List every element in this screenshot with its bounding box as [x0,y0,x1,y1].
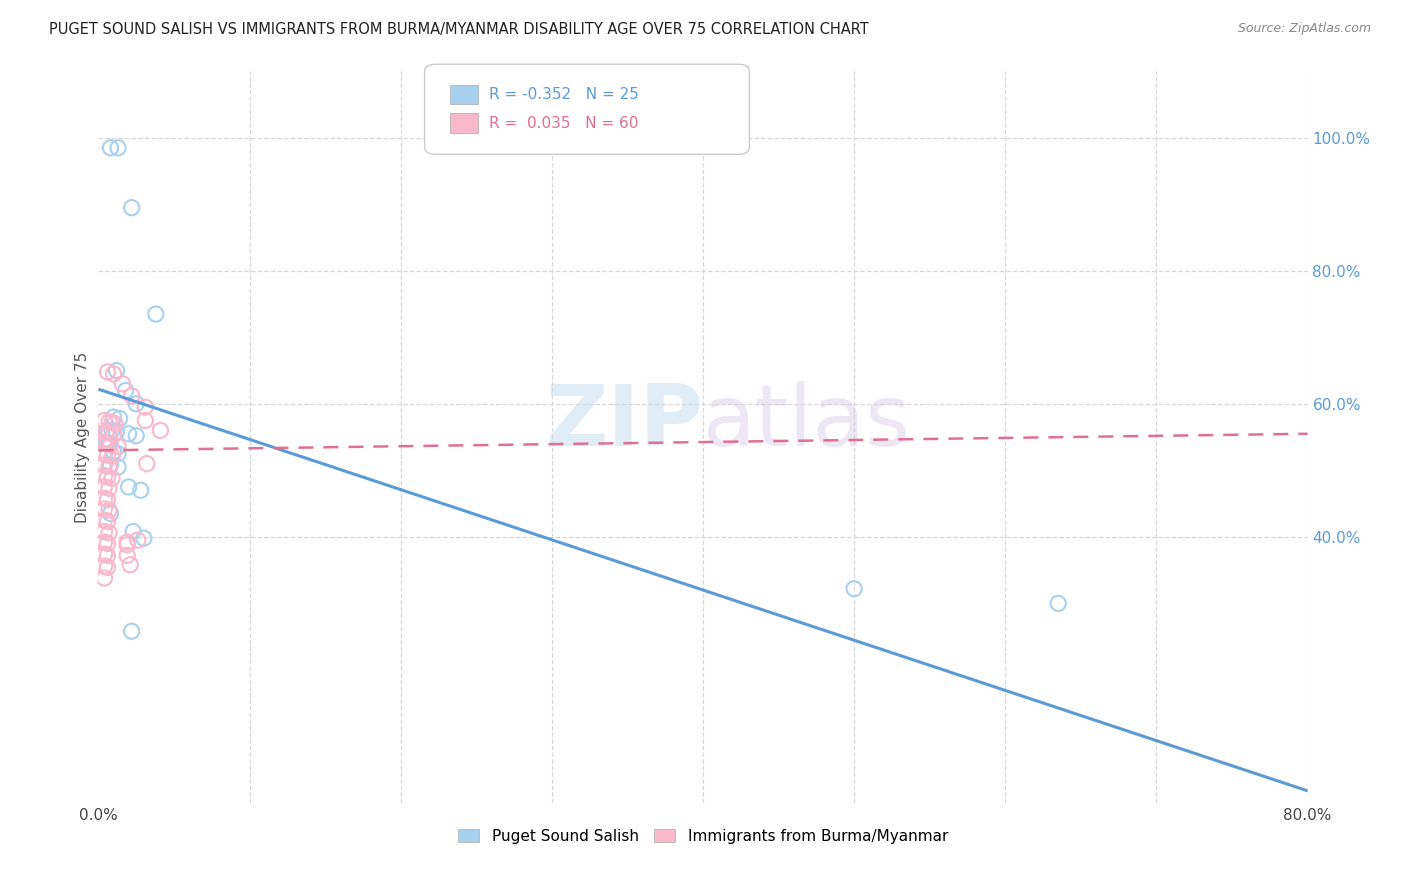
Point [118,480,141,494]
Point [96,515,118,529]
Point [93,435,115,450]
Point [98,436,121,450]
Point [121,624,143,639]
Point [93,524,115,539]
Point [101,471,124,485]
Text: R = -0.352   N = 25: R = -0.352 N = 25 [489,87,640,102]
Point [111,376,134,391]
Point [103,444,125,458]
Point [94,425,117,439]
Point [107,460,129,475]
Text: ZIP: ZIP [546,381,703,464]
Point [98,415,121,429]
Point [101,450,124,464]
Point [103,427,125,442]
Point [125,429,148,443]
Point [98,503,121,517]
Point [1047,596,1070,610]
Point [100,141,122,155]
Point [101,416,124,430]
Point [94,435,117,450]
Point [100,458,122,472]
Point [93,447,115,461]
Point [122,524,145,539]
Point [93,491,115,506]
Point [96,424,118,438]
Text: R =  0.035   N = 60: R = 0.035 N = 60 [489,116,638,130]
Point [93,547,115,561]
Point [104,417,127,431]
Point [96,470,118,484]
Point [134,400,156,414]
Point [134,413,156,427]
Point [107,439,129,453]
Point [120,558,142,572]
Point [96,436,118,450]
Point [93,502,115,516]
Point [98,481,121,495]
Point [114,384,136,398]
Point [93,535,115,549]
Point [107,141,129,155]
Point [101,424,124,438]
Point [96,448,118,462]
Point [145,307,167,321]
Point [93,571,115,585]
Point [118,426,141,441]
Point [100,438,122,452]
Point [93,513,115,527]
Point [115,535,138,549]
Text: PUGET SOUND SALISH VS IMMIGRANTS FROM BURMA/MYANMAR DISABILITY AGE OVER 75 CORRE: PUGET SOUND SALISH VS IMMIGRANTS FROM BU… [49,22,869,37]
Point [125,397,148,411]
Text: Source: ZipAtlas.com: Source: ZipAtlas.com [1237,22,1371,36]
Point [93,559,115,574]
Y-axis label: Disability Age Over 75: Disability Age Over 75 [75,351,90,523]
Point [103,410,125,425]
Text: atlas: atlas [703,381,911,464]
Point [93,468,115,483]
Point [115,549,138,563]
Point [135,457,157,471]
Point [121,389,143,403]
Point [115,538,138,552]
Point [129,483,152,498]
Point [93,458,115,472]
Point [98,525,121,540]
Point [132,531,155,545]
Point [93,480,115,494]
Point [93,413,115,427]
Point [107,447,129,461]
Point [96,365,118,379]
Point [96,560,118,574]
Legend: Puget Sound Salish, Immigrants from Burma/Myanmar: Puget Sound Salish, Immigrants from Burm… [451,822,955,850]
Point [127,533,149,548]
Point [105,363,128,377]
Point [98,459,121,474]
Point [96,549,118,563]
Point [96,536,118,550]
Point [105,425,128,439]
Point [103,367,125,381]
Point [121,201,143,215]
Point [108,411,131,425]
Point [149,424,172,438]
Point [98,426,121,441]
Point [96,492,118,507]
Point [844,582,866,596]
Point [100,507,122,521]
